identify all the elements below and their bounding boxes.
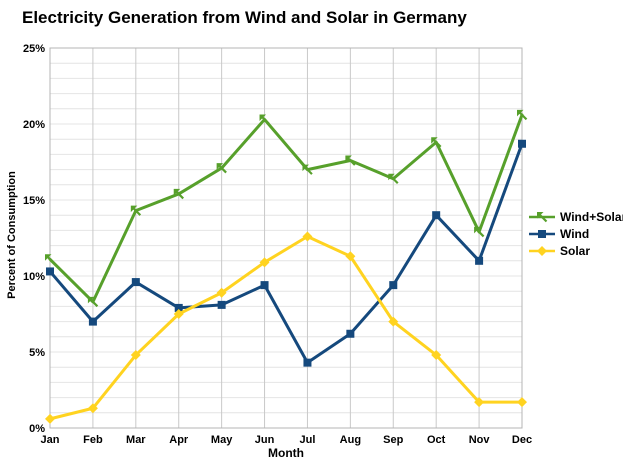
arrow-marker-tail: [389, 175, 399, 184]
diamond-marker-icon: [87, 403, 98, 414]
plot-border: [49, 47, 523, 429]
legend-label-wind_solar: Wind+Solar: [560, 210, 623, 224]
y-tick-label: 20%: [23, 119, 45, 131]
arrow-marker-tail: [304, 166, 313, 175]
arrow-marker-tail: [46, 256, 56, 265]
x-tick-label: Jan: [41, 434, 60, 446]
diamond-marker-icon: [173, 309, 184, 319]
square-marker-icon: [260, 281, 269, 290]
x-axis-title: Month: [268, 446, 304, 460]
x-tick-label: Sep: [383, 434, 403, 446]
diamond-marker-icon: [216, 287, 227, 298]
x-tick-label: May: [211, 434, 233, 446]
diamond-marker-icon: [345, 251, 356, 262]
diamond-marker-icon: [474, 397, 485, 408]
square-marker-icon: [217, 300, 226, 309]
square-marker-icon: [346, 329, 355, 338]
square-marker-icon: [131, 278, 140, 287]
square-marker-icon: [518, 139, 526, 148]
square-marker-icon: [88, 317, 97, 326]
x-tick-label: Mar: [126, 434, 146, 446]
square-marker-icon: [303, 358, 312, 367]
y-tick-label: 10%: [23, 271, 45, 283]
diamond-marker-icon: [431, 350, 442, 361]
legend-label-solar: Solar: [560, 244, 591, 258]
square-marker-icon: [538, 230, 546, 238]
arrow-marker-tail: [347, 157, 356, 166]
diamond-marker-icon: [537, 246, 547, 256]
square-marker-icon: [389, 281, 398, 290]
x-tick-label: Dec: [512, 434, 532, 446]
x-tick-label: Jul: [300, 434, 316, 446]
chart-title: Electricity Generation from Wind and Sol…: [22, 8, 467, 27]
diamond-marker-icon: [259, 257, 270, 268]
x-tick-label: Nov: [469, 434, 491, 446]
x-tick-label: Aug: [340, 434, 361, 446]
diamond-marker-icon: [388, 316, 399, 327]
x-tick-label: Apr: [169, 434, 189, 446]
arrow-marker-tail: [132, 207, 142, 216]
y-tick-label: 25%: [23, 43, 45, 55]
legend-marker-wind_solar: [529, 212, 555, 223]
series-wind: [46, 139, 526, 367]
arrow-marker-tail: [218, 164, 227, 174]
arrow-marker-tail: [538, 213, 548, 223]
series-line-wind_solar: [48, 113, 524, 304]
arrow-marker-tail: [89, 298, 99, 308]
series-line-wind: [48, 142, 524, 365]
legend-item-wind: Wind: [528, 227, 623, 241]
x-tick-label: Jun: [255, 434, 275, 446]
legend-item-wind_solar: Wind+Solar: [528, 210, 623, 224]
diamond-marker-icon: [517, 397, 527, 408]
x-tick-label: Feb: [83, 434, 103, 446]
square-marker-icon: [432, 211, 441, 220]
y-tick-label: 15%: [23, 195, 45, 207]
arrow-marker-tail: [475, 228, 485, 238]
arrow-marker-tail: [432, 138, 442, 148]
diamond-marker-icon: [130, 350, 141, 361]
y-tick-label: 0%: [29, 423, 45, 435]
series-solar: [45, 231, 527, 424]
square-marker-icon: [475, 256, 484, 265]
legend-marker-wind: [529, 230, 555, 238]
y-tick-label: 5%: [29, 347, 45, 359]
arrow-marker-tail: [261, 116, 270, 125]
arrow-marker-tail: [518, 111, 528, 121]
chart-legend: Wind+Solar Wind Solar: [528, 210, 623, 258]
legend-label-wind: Wind: [560, 227, 590, 241]
square-marker-icon: [46, 267, 54, 276]
series-line-solar: [48, 234, 524, 421]
x-tick-label: Oct: [427, 434, 446, 446]
square-marker-icon: [174, 303, 183, 312]
arrow-marker-tail: [175, 190, 185, 200]
diamond-marker-icon: [45, 413, 55, 424]
legend-item-solar: Solar: [528, 244, 623, 258]
legend-marker-solar: [529, 246, 555, 256]
diamond-marker-icon: [302, 231, 313, 242]
series-wind_solar: [45, 109, 528, 308]
